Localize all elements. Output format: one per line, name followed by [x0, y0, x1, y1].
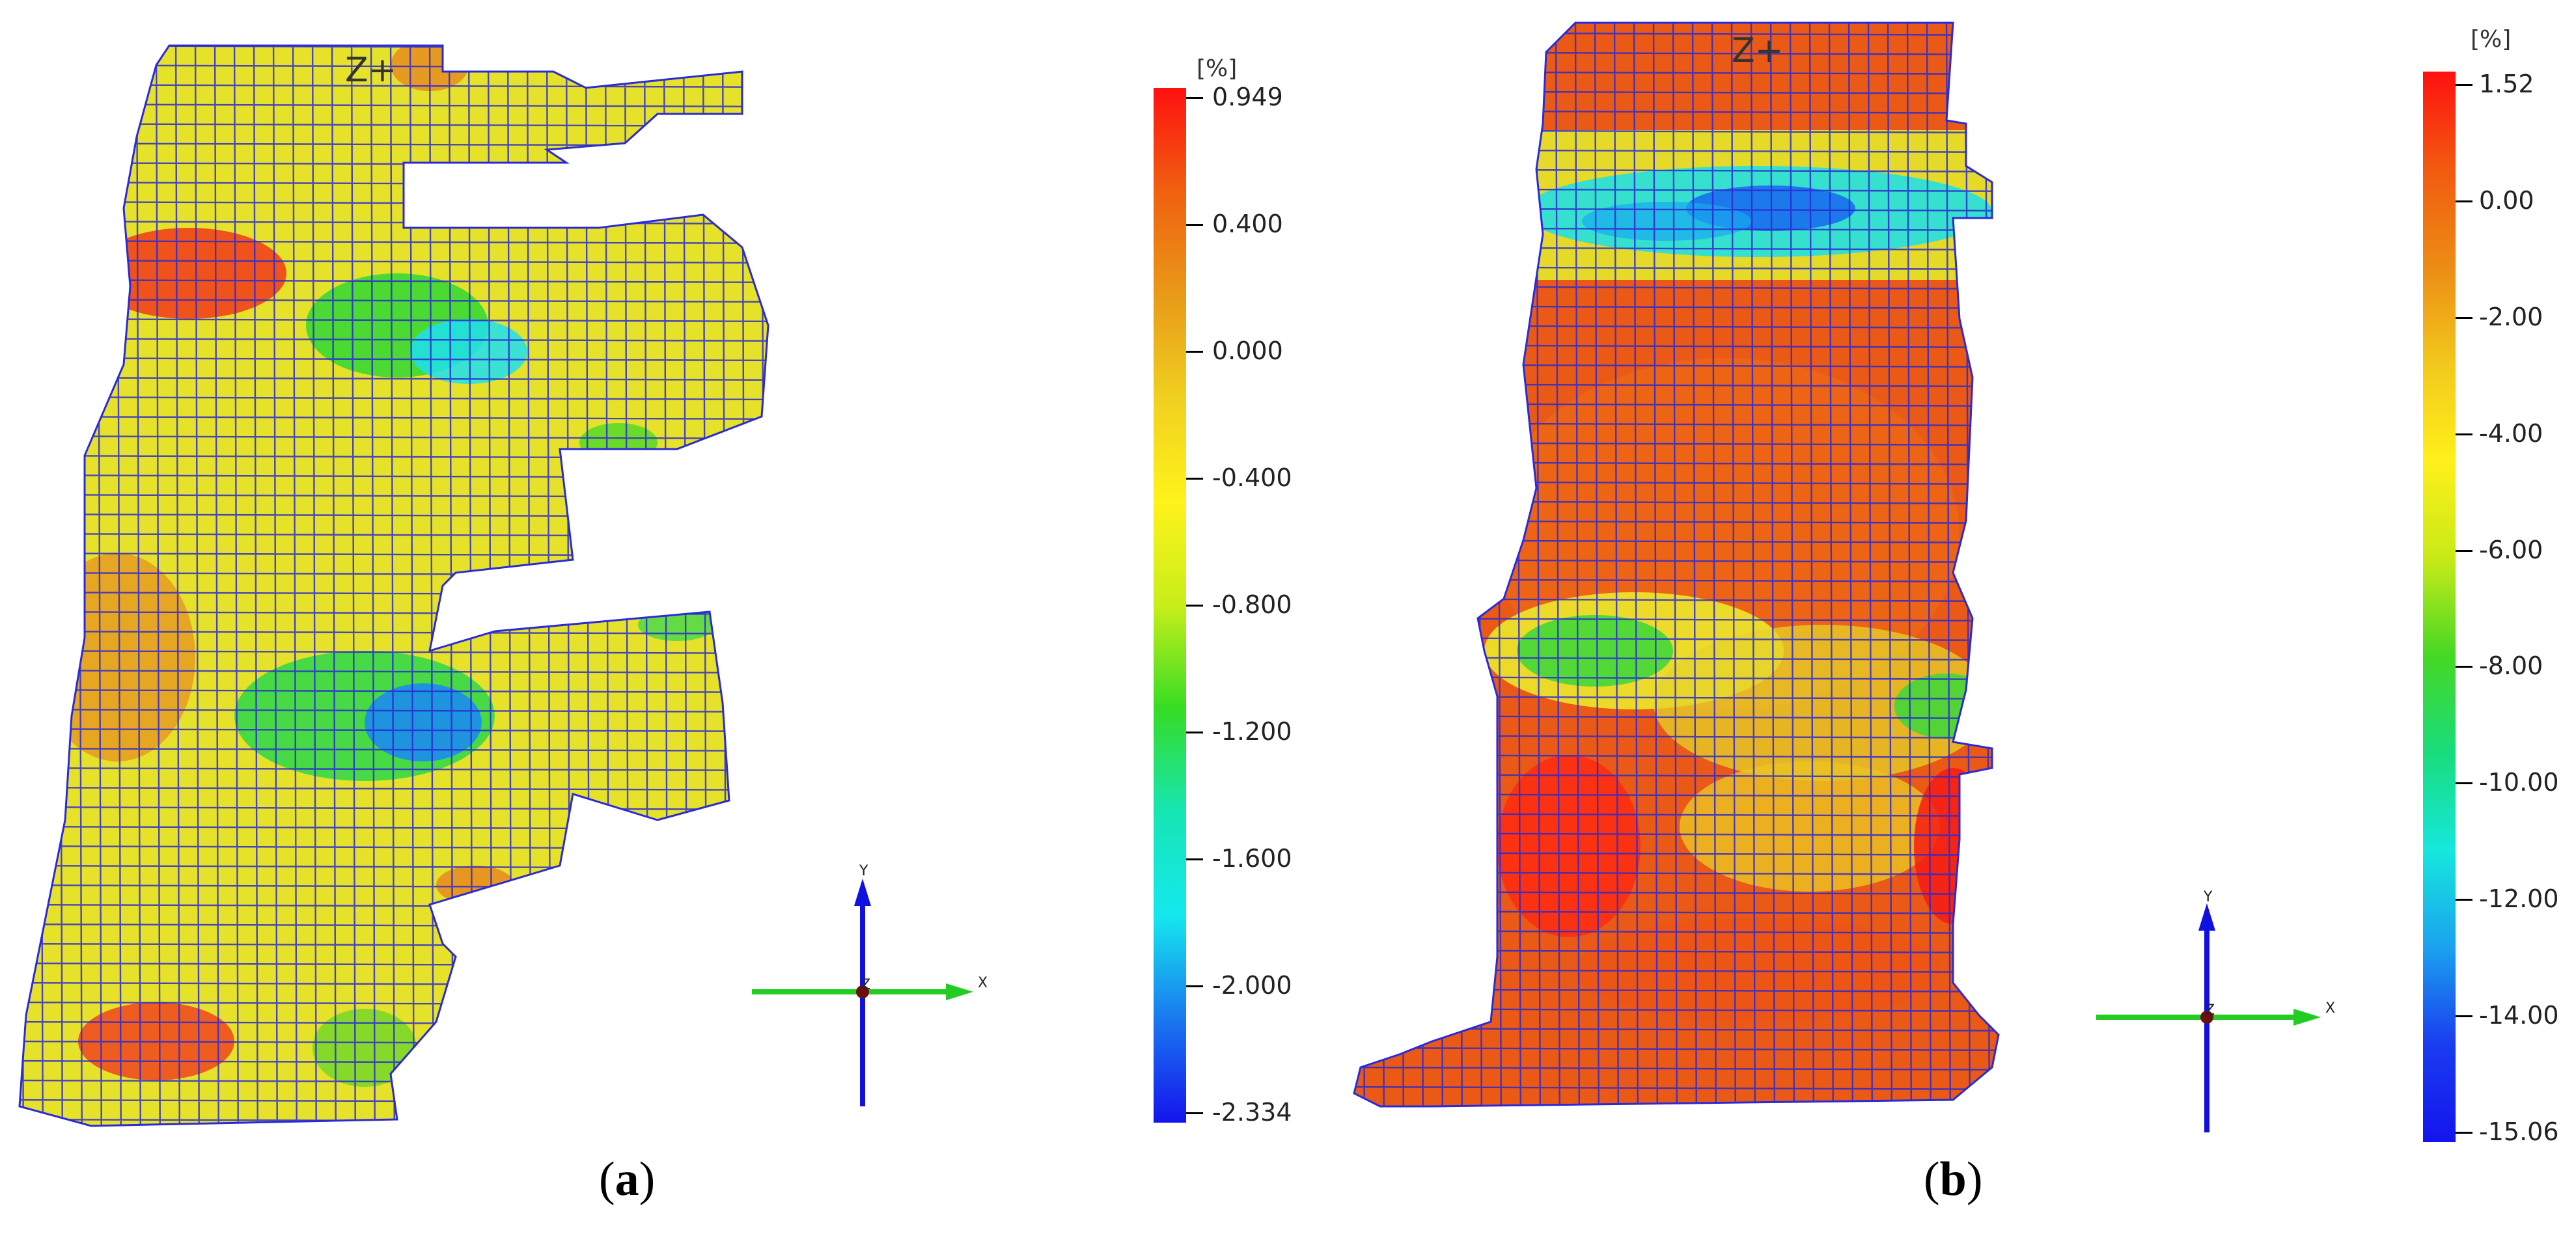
- colorbar-tick: [2456, 899, 2472, 901]
- colorbar-unit-b: [%]: [2471, 26, 2512, 53]
- colorbar-tick: [2456, 1132, 2472, 1134]
- colorbar-tick: [2456, 1015, 2472, 1018]
- colorbar-tick-label: 0.400: [1212, 210, 1283, 238]
- colorbar-tick-label: -0.400: [1212, 463, 1292, 492]
- caption-b: (b): [1924, 1153, 1983, 1206]
- colorbar-tick: [2456, 549, 2472, 552]
- colorbar-tick-label: -8.00: [2479, 651, 2543, 681]
- colorbar-tick: [1186, 1112, 1203, 1114]
- colorbar-b: [2423, 72, 2456, 1142]
- panel-a: Z+ Y X Z [%] 0.949 0.400 0.000 -0.400 -0.800…: [0, 0, 1292, 1245]
- colorbar-tick-label: 0.000: [1212, 336, 1283, 365]
- colorbar-tick: [1186, 224, 1203, 226]
- colorbar-tick-label: 0.949: [1212, 83, 1283, 111]
- strain-map-a: Z+ Y X Z: [18, 44, 1186, 1127]
- axis-z-label-a: Z: [861, 977, 870, 993]
- colorbar-tick: [1186, 478, 1203, 480]
- colorbar-tick-label: -10.00: [2479, 768, 2559, 797]
- colorbar-tick-label: -1.200: [1212, 717, 1292, 746]
- colorbar-unit-a: [%]: [1197, 55, 1238, 82]
- colorbar-tick-label: -2.00: [2479, 302, 2543, 331]
- axis-triad-a: Y X Z: [752, 863, 988, 1106]
- axis-x-label-a: X: [978, 975, 988, 991]
- colorbar-tick: [1186, 97, 1203, 99]
- colorbar-tick-label: -4.00: [2479, 418, 2543, 448]
- mesh-grid: [1354, 23, 1999, 1106]
- colorbar-tick-label: -15.06: [2479, 1117, 2559, 1146]
- colorbar-tick-label: -12.00: [2479, 884, 2559, 914]
- colorbar-tick-label: -2.334: [1212, 1098, 1292, 1127]
- axis-z-label-b: Z: [2205, 1002, 2215, 1019]
- colorbar-a: [1154, 88, 1186, 1123]
- colorbar-tick: [2456, 84, 2472, 86]
- caption-a: (a): [599, 1153, 656, 1206]
- colorbar-tick-label: -1.600: [1212, 844, 1292, 873]
- colorbar-tick: [1186, 732, 1203, 733]
- colorbar-tick: [1186, 858, 1203, 860]
- colorbar-tick-label: -2.000: [1212, 971, 1292, 1000]
- colorbar-tick: [2456, 666, 2472, 668]
- colorbar-tick: [1186, 985, 1203, 987]
- view-label-a: Z+: [345, 51, 396, 90]
- colorbar-tick-label: -14.00: [2479, 1001, 2559, 1030]
- axis-y-label-b: Y: [2203, 889, 2213, 905]
- axis-y-label-a: Y: [859, 863, 868, 879]
- panel-b: Z+ Y X Z [%] 1.52 0.00 -2.00 -4.00 -6.00 -8.0…: [1302, 0, 2576, 1245]
- view-label-b: Z+: [1732, 31, 1783, 70]
- colorbar-tick: [1186, 605, 1203, 607]
- colorbar-tick: [2456, 782, 2472, 785]
- colorbar-tick: [2456, 316, 2472, 319]
- colorbar-tick: [1186, 351, 1203, 353]
- strain-map-b: Z+ Y X Z: [1353, 21, 2456, 1142]
- colorbar-tick: [2456, 433, 2472, 435]
- colorbar-tick-label: 1.52: [2479, 70, 2534, 98]
- axis-triad-b: Y X Z: [2096, 889, 2335, 1132]
- axis-x-label-b: X: [2325, 1000, 2335, 1017]
- colorbar-tick: [2456, 200, 2472, 202]
- colorbar-tick-label: -6.00: [2479, 535, 2543, 564]
- colorbar-tick-label: -0.800: [1212, 590, 1292, 619]
- colorbar-tick-label: 0.00: [2479, 185, 2534, 215]
